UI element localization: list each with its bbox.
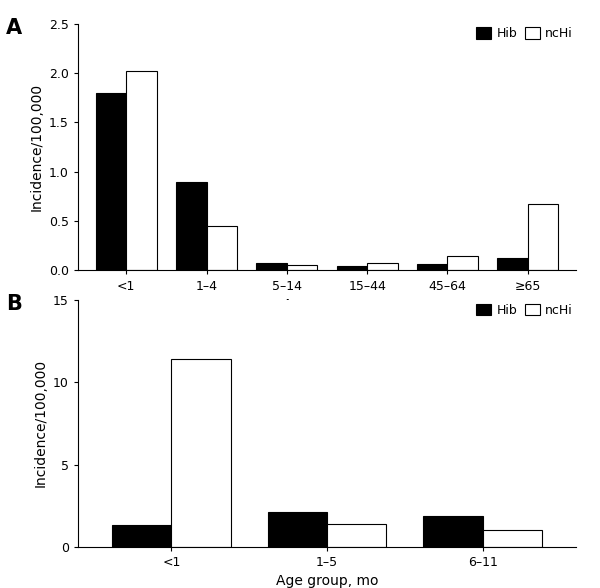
Legend: Hib, ncHi: Hib, ncHi xyxy=(476,303,572,316)
Text: A: A xyxy=(6,18,22,38)
Bar xyxy=(287,265,317,270)
Bar xyxy=(417,263,448,270)
Bar xyxy=(268,512,327,547)
Text: B: B xyxy=(6,294,22,314)
Legend: Hib, ncHi: Hib, ncHi xyxy=(476,27,572,40)
Bar xyxy=(497,258,528,270)
X-axis label: Age group, y: Age group, y xyxy=(283,298,371,312)
Bar xyxy=(424,516,482,547)
Bar xyxy=(367,263,398,270)
Bar xyxy=(448,256,478,270)
Bar xyxy=(482,530,542,547)
X-axis label: Age group, mo: Age group, mo xyxy=(276,574,378,588)
Y-axis label: Incidence/100,000: Incidence/100,000 xyxy=(29,83,43,211)
Bar xyxy=(172,359,230,547)
Bar xyxy=(256,263,287,270)
Bar xyxy=(206,226,237,270)
Bar xyxy=(176,182,206,270)
Bar xyxy=(327,524,386,547)
Bar xyxy=(528,204,559,270)
Y-axis label: Incidence/100,000: Incidence/100,000 xyxy=(34,359,47,487)
Bar xyxy=(112,526,172,547)
Bar xyxy=(126,71,157,270)
Bar xyxy=(337,266,367,270)
Bar xyxy=(95,93,126,270)
